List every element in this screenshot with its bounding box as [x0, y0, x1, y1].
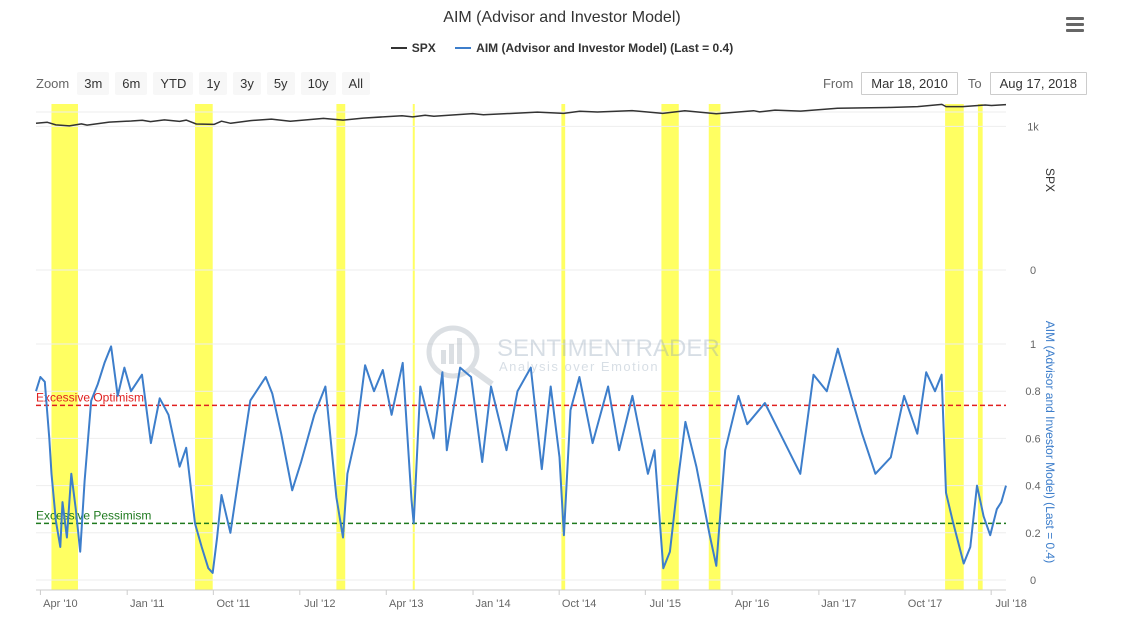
legend: SPX AIM (Advisor and Investor Model) (La…: [0, 38, 1124, 55]
zoom-label: Zoom: [36, 76, 70, 91]
watermark-logo-icon: [426, 325, 480, 379]
watermark: SENTIMENTRADER Analysis over Emotion: [426, 325, 720, 387]
aim-tick-label: 0.8: [1025, 386, 1040, 398]
x-tick-label: Jan '11: [130, 598, 164, 610]
legend-label-spx: SPX: [411, 41, 436, 55]
x-tick-label: Apr '10: [43, 598, 78, 610]
x-tick-label: Jan '17: [821, 598, 856, 610]
zoom-button-3y[interactable]: 3y: [233, 72, 261, 95]
zoom-button-5y[interactable]: 5y: [266, 72, 295, 95]
highlight-band: [412, 104, 415, 590]
x-tick-label: Apr '13: [389, 598, 424, 610]
range-from-label: From: [822, 76, 854, 91]
range-to-label: To: [967, 76, 982, 91]
spx-axis-title: SPX: [1043, 168, 1057, 192]
zoom-bar: Zoom 3m 6m YTD 1y 3y 5y 10y All: [36, 72, 376, 95]
x-tick-label: Apr '16: [735, 598, 770, 610]
highlight-band: [708, 104, 721, 590]
highlight-band: [336, 104, 346, 590]
zoom-button-1y[interactable]: 1y: [199, 72, 228, 95]
highlight-band: [51, 104, 78, 590]
watermark-bar-icon: [449, 344, 454, 364]
legend-label-aim: AIM (Advisor and Investor Model) (Last =…: [476, 41, 734, 55]
chart-title: AIM (Advisor and Investor Model): [443, 9, 681, 26]
menu-bar: [1066, 17, 1084, 20]
spx-tick-label: 0: [1030, 265, 1036, 277]
aim-tick-label: 0: [1030, 575, 1036, 587]
watermark-tagline: Analysis over Emotion: [499, 359, 659, 374]
x-tick-label: Oct '11: [216, 598, 250, 610]
menu-bar: [1066, 29, 1084, 32]
series-line-spx: [35, 103, 1007, 127]
aim-tick-label: 0.4: [1025, 481, 1040, 493]
legend-swatch-aim: [455, 47, 472, 49]
highlight-band: [945, 104, 964, 590]
zoom-button-all[interactable]: All: [341, 72, 370, 95]
date-range-selector: From Mar 18, 2010 To Aug 17, 2018: [823, 72, 1087, 95]
legend-item-spx[interactable]: SPX: [390, 41, 436, 55]
highlight-band: [977, 104, 983, 590]
x-tick-label: Jan '14: [475, 598, 510, 610]
aim-tick-label: 1: [1030, 339, 1036, 351]
zoom-button-3m[interactable]: 3m: [77, 72, 110, 95]
highlight-band: [561, 104, 566, 590]
threshold-label: Excessive Optimism: [36, 390, 144, 404]
watermark-name: SENTIMENTRADER: [497, 335, 720, 362]
highlight-band: [661, 104, 679, 590]
x-tick-label: Oct '14: [562, 598, 597, 610]
watermark-bar-icon: [457, 338, 462, 364]
menu-bar: [1066, 23, 1084, 26]
x-axis: Apr '10 Jan '11 Oct '11 Jul '12 Apr '13 Jan '…: [36, 589, 1027, 610]
watermark-handle-icon: [468, 365, 494, 387]
x-tick-label: Jul '15: [650, 598, 681, 610]
grid-lines: [36, 111, 1006, 581]
zoom-button-6m[interactable]: 6m: [115, 72, 148, 95]
legend-swatch-spx: [390, 47, 407, 49]
range-from-input[interactable]: Mar 18, 2010: [861, 72, 958, 95]
highlight-bands: [51, 104, 983, 590]
x-tick-label: Oct '17: [908, 598, 943, 610]
series-line-aim: [35, 345, 1007, 574]
zoom-button-10y[interactable]: 10y: [300, 72, 336, 95]
watermark-bar-icon: [441, 350, 446, 364]
aim-axis-title: AIM (Advisor and Investor Model) (Last =…: [1043, 321, 1057, 563]
hamburger-menu-icon[interactable]: [1063, 15, 1087, 35]
threshold-label: Excessive Pessimism: [36, 508, 151, 522]
threshold-lines: Excessive Optimism Excessive Pessimism: [36, 390, 1006, 525]
highlight-band: [195, 104, 213, 590]
series-lines: [35, 103, 1007, 574]
x-tick-label: Jul '12: [304, 598, 335, 610]
x-tick-label: Jul '18: [995, 598, 1026, 610]
spx-tick-label: 1k: [1027, 121, 1039, 133]
y-axes: 1k 0 0 0.2 0.4 0.6 0.8 1 SPX AIM (Advisor and Inv…: [1025, 121, 1057, 587]
range-to-input[interactable]: Aug 17, 2018: [989, 72, 1087, 95]
aim-tick-label: 0.2: [1025, 528, 1040, 540]
aim-tick-label: 0.6: [1025, 433, 1040, 445]
zoom-button-ytd[interactable]: YTD: [153, 72, 194, 95]
legend-item-aim[interactable]: AIM (Advisor and Investor Model) (Last =…: [455, 41, 733, 55]
